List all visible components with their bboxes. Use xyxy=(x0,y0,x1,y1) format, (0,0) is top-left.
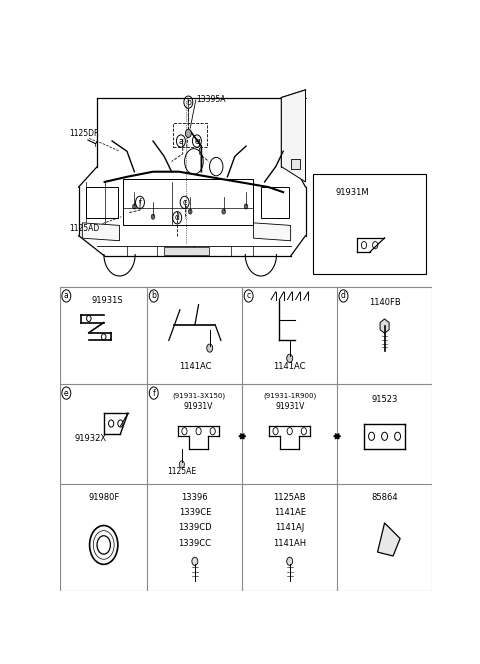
Text: 91931M: 91931M xyxy=(336,188,370,197)
Bar xyxy=(164,247,209,254)
Circle shape xyxy=(90,525,118,564)
Circle shape xyxy=(207,344,213,352)
Text: 1125AE: 1125AE xyxy=(167,467,196,476)
Bar xyxy=(86,187,118,218)
Bar xyxy=(123,179,253,225)
Text: 1141AH: 1141AH xyxy=(273,539,306,548)
Text: 1140FB: 1140FB xyxy=(369,298,400,307)
Text: (91931-3X150): (91931-3X150) xyxy=(172,392,225,398)
Polygon shape xyxy=(83,223,120,241)
Text: 1141AE: 1141AE xyxy=(274,508,306,517)
Text: e: e xyxy=(194,137,199,145)
Circle shape xyxy=(222,209,226,214)
Text: 91931S: 91931S xyxy=(92,296,123,305)
Text: 1339CE: 1339CE xyxy=(179,508,211,517)
Circle shape xyxy=(151,214,155,219)
Text: 1339CD: 1339CD xyxy=(178,523,212,533)
Text: 85864: 85864 xyxy=(371,493,398,502)
Circle shape xyxy=(244,204,248,209)
Text: 91932X: 91932X xyxy=(75,434,107,444)
Polygon shape xyxy=(253,223,290,241)
Circle shape xyxy=(287,557,293,566)
Bar xyxy=(173,123,207,147)
Bar xyxy=(261,187,289,218)
Bar xyxy=(313,174,426,274)
Text: e: e xyxy=(64,388,69,398)
Text: 1339CC: 1339CC xyxy=(179,539,211,548)
Text: 13395A: 13395A xyxy=(196,94,225,104)
Text: 1125AB: 1125AB xyxy=(274,493,306,502)
Text: (91931-1R900): (91931-1R900) xyxy=(263,392,316,398)
Text: f: f xyxy=(152,388,155,398)
Text: a: a xyxy=(64,291,69,300)
Text: a: a xyxy=(179,137,183,145)
Text: 1141AC: 1141AC xyxy=(274,362,306,371)
Polygon shape xyxy=(290,159,300,169)
Polygon shape xyxy=(380,319,389,333)
Polygon shape xyxy=(377,523,400,556)
Text: 1125DF: 1125DF xyxy=(69,129,99,138)
Text: c: c xyxy=(247,291,251,300)
Circle shape xyxy=(287,354,293,363)
Text: f: f xyxy=(139,198,141,207)
Circle shape xyxy=(132,204,136,209)
Text: 91523: 91523 xyxy=(372,395,398,404)
Text: 1141AC: 1141AC xyxy=(179,362,211,371)
Text: b: b xyxy=(186,98,191,107)
Circle shape xyxy=(192,557,198,566)
Text: d: d xyxy=(175,213,180,222)
Text: 91980F: 91980F xyxy=(88,493,120,502)
Text: 1125AD: 1125AD xyxy=(69,224,99,234)
Text: d: d xyxy=(341,291,346,300)
Circle shape xyxy=(185,129,192,137)
Text: b: b xyxy=(151,291,156,300)
Polygon shape xyxy=(281,90,305,182)
Text: 1141AJ: 1141AJ xyxy=(275,523,304,533)
Circle shape xyxy=(179,461,184,468)
Circle shape xyxy=(97,536,110,554)
Text: 91931V: 91931V xyxy=(275,402,304,411)
Circle shape xyxy=(188,209,192,214)
Text: c: c xyxy=(182,198,187,207)
Text: 91931V: 91931V xyxy=(184,402,213,411)
Text: 13396: 13396 xyxy=(181,493,208,502)
